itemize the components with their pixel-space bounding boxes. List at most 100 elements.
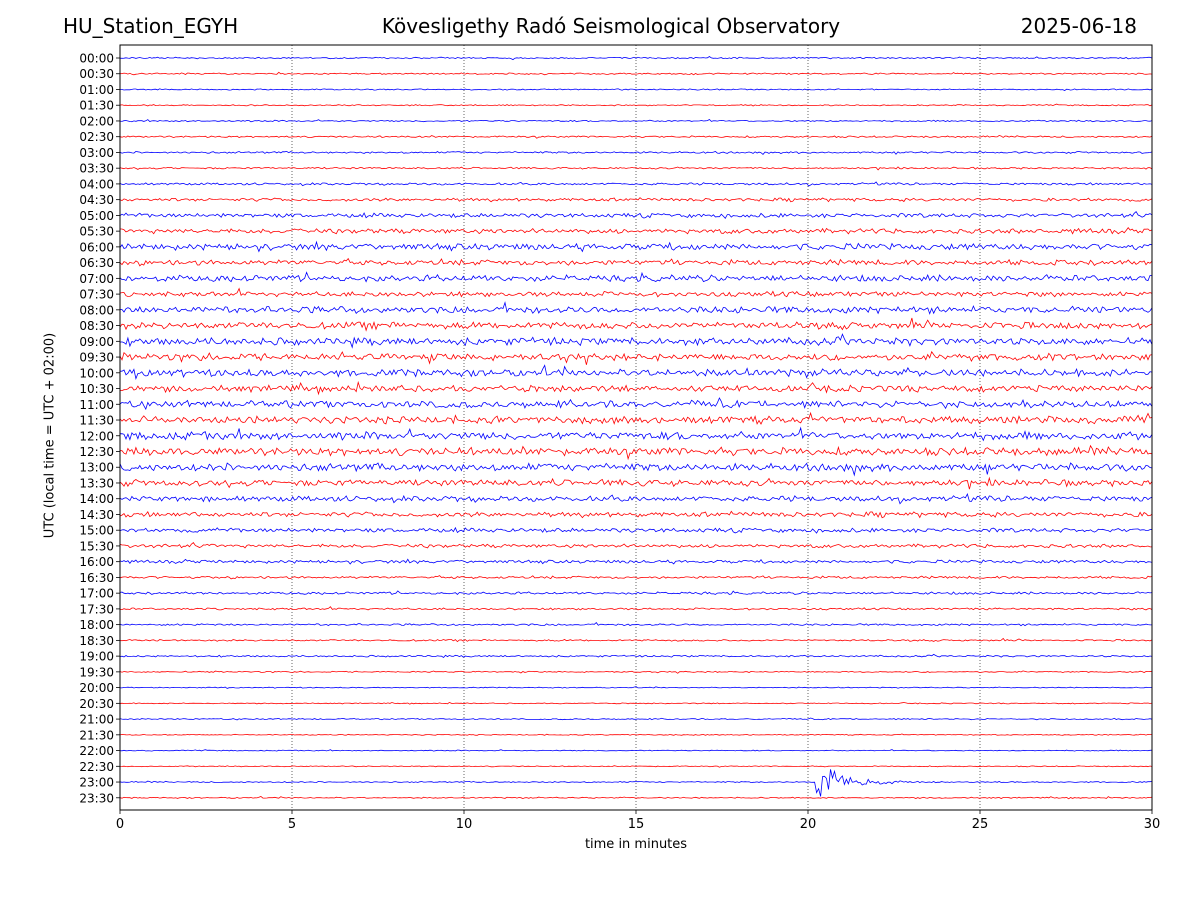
trace-2200 [119, 749, 1153, 752]
trace-1300 [119, 462, 1153, 477]
y-tick-label: 12:30 [79, 445, 114, 459]
x-tick-label: 15 [628, 817, 645, 832]
y-tick-label: 22:30 [79, 760, 114, 774]
y-tick-label: 12:00 [79, 429, 114, 443]
y-tick-label: 01:30 [79, 99, 114, 113]
chart-date: 2025-06-18 [1020, 14, 1137, 38]
trace-0730 [119, 287, 1153, 298]
y-tick-label: 18:30 [79, 634, 114, 648]
y-tick-label: 16:30 [79, 571, 114, 585]
trace-0800 [119, 301, 1153, 315]
y-tick-label: 05:30 [79, 225, 114, 239]
y-tick-label: 04:00 [79, 177, 114, 191]
x-axis-label: time in minutes [584, 837, 688, 852]
trace-1500 [119, 526, 1153, 534]
x-tick-label: 10 [456, 817, 473, 832]
trace-1800 [119, 622, 1152, 627]
y-tick-label: 02:00 [79, 114, 114, 128]
y-tick-label: 10:00 [79, 366, 114, 380]
trace-0200 [119, 119, 1153, 123]
trace-0900 [119, 333, 1153, 349]
x-tick-label: 30 [1144, 817, 1161, 832]
trace-0300 [119, 150, 1153, 155]
y-tick-label: 23:00 [79, 776, 114, 790]
trace-1630 [119, 575, 1153, 580]
y-tick-label: 07:00 [79, 272, 114, 286]
trace-0430 [119, 197, 1153, 203]
trace-0630 [119, 257, 1153, 267]
y-tick-label: 04:30 [79, 193, 114, 207]
y-tick-label: 15:00 [79, 524, 114, 538]
y-tick-label: 07:30 [79, 288, 114, 302]
trace-1900 [119, 653, 1153, 659]
x-tick-label: 0 [116, 817, 124, 832]
y-tick-label: 13:30 [79, 476, 114, 490]
y-tick-label: 13:00 [79, 461, 114, 475]
trace-2130 [119, 733, 1152, 736]
trace-1830 [119, 637, 1153, 643]
trace-1230 [119, 444, 1153, 461]
y-tick-label: 18:00 [79, 618, 114, 632]
trace-0330 [119, 166, 1153, 171]
trace-1200 [119, 426, 1153, 442]
trace-0230 [119, 134, 1153, 139]
y-tick-label: 17:30 [79, 602, 114, 616]
trace-0000 [119, 56, 1153, 61]
trace-2330 [119, 796, 1153, 800]
trace-0130 [119, 103, 1153, 107]
y-tick-label: 14:00 [79, 492, 114, 506]
y-tick-label: 15:30 [79, 539, 114, 553]
y-tick-label: 09:00 [79, 335, 114, 349]
y-tick-label: 03:30 [79, 162, 114, 176]
y-tick-label: 03:00 [79, 146, 114, 160]
y-tick-label: 02:30 [79, 130, 114, 144]
y-tick-label: 00:00 [79, 52, 114, 66]
trace-1430 [119, 510, 1153, 519]
trace-1930 [119, 670, 1153, 674]
y-tick-label: 20:00 [79, 681, 114, 695]
trace-1100 [119, 397, 1153, 411]
y-tick-label: 14:30 [79, 508, 114, 522]
y-tick-label: 08:30 [79, 319, 114, 333]
trace-0530 [120, 227, 1153, 235]
trace-1030 [119, 380, 1153, 396]
trace-0700 [119, 271, 1153, 283]
y-tick-label: 06:00 [79, 240, 114, 254]
trace-0030 [119, 71, 1153, 76]
trace-1700 [119, 590, 1153, 595]
y-tick-label: 16:00 [79, 555, 114, 569]
y-tick-label: 21:30 [79, 728, 114, 742]
trace-2100 [119, 717, 1153, 721]
chart-title: Kövesligethy Radó Seismological Observat… [381, 14, 841, 38]
trace-1330 [119, 476, 1153, 490]
trace-1000 [120, 364, 1153, 380]
y-tick-label: 09:30 [79, 351, 114, 365]
trace-1130 [119, 411, 1153, 425]
trace-0930 [119, 350, 1153, 365]
trace-1530 [119, 542, 1152, 549]
trace-2230 [119, 765, 1153, 768]
trace-2300 [119, 769, 1153, 797]
y-tick-label: 01:00 [79, 83, 114, 97]
y-tick-label: 06:30 [79, 256, 114, 270]
y-tick-label: 21:00 [79, 713, 114, 727]
y-tick-label: 23:30 [79, 791, 114, 805]
y-tick-label: 19:00 [79, 650, 114, 664]
trace-1600 [119, 558, 1153, 565]
trace-0600 [119, 240, 1153, 253]
y-tick-label: 10:30 [79, 382, 114, 396]
y-tick-label: 11:30 [79, 414, 114, 428]
trace-2000 [119, 686, 1153, 689]
y-tick-label: 11:00 [79, 398, 114, 412]
y-tick-label: 17:00 [79, 587, 114, 601]
y-tick-label: 19:30 [79, 665, 114, 679]
y-tick-label: 22:00 [79, 744, 114, 758]
trace-1730 [119, 606, 1153, 611]
trace-0500 [119, 210, 1153, 219]
y-tick-label: 00:30 [79, 67, 114, 81]
x-tick-label: 5 [288, 817, 296, 832]
station-name: HU_Station_EGYH [63, 14, 239, 38]
y-axis-label: UTC (local time = UTC + 02:00) [42, 332, 58, 539]
y-tick-label: 08:00 [79, 303, 114, 317]
